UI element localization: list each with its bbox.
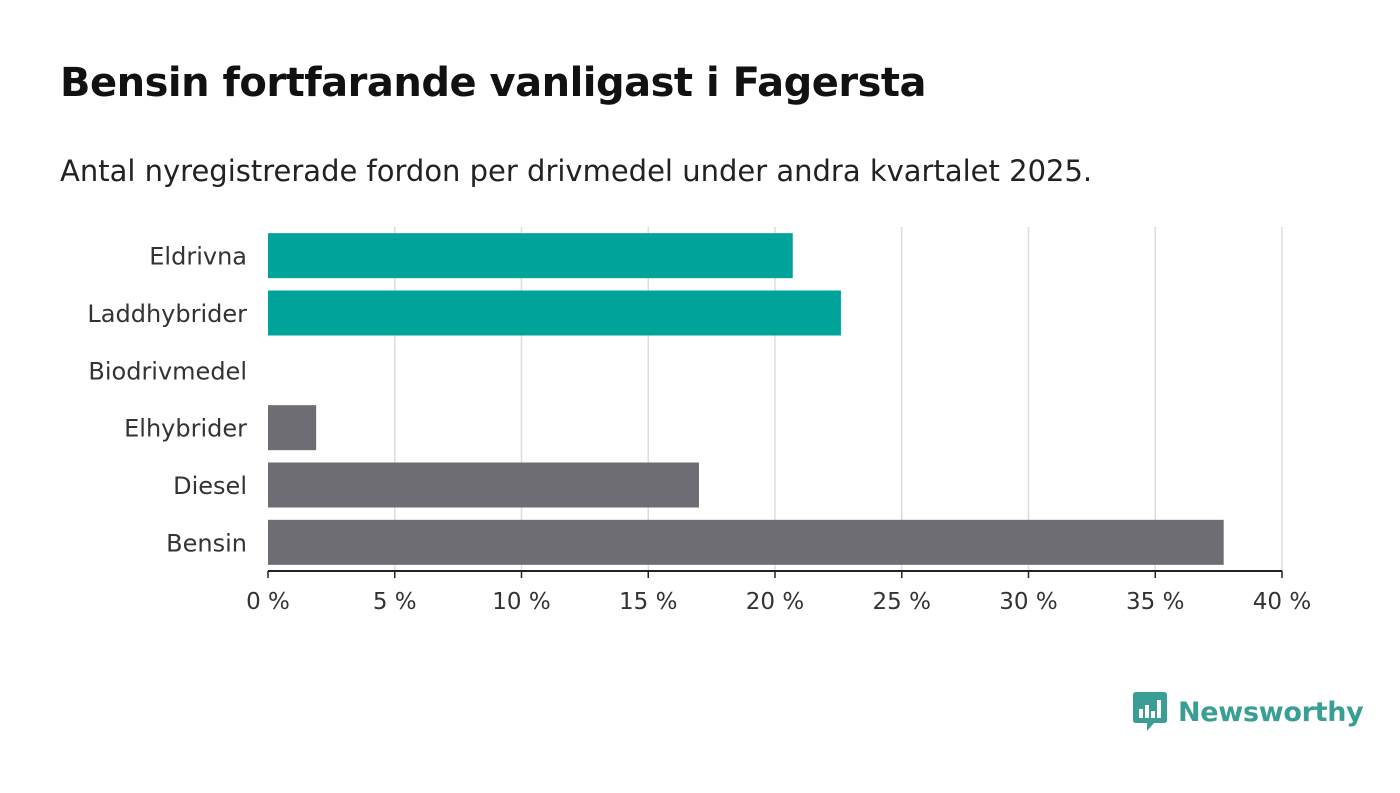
category-label: Laddhybrider bbox=[87, 300, 247, 328]
bar-diesel bbox=[268, 462, 699, 508]
x-tick-label: 35 % bbox=[1126, 589, 1184, 615]
x-tick-label: 15 % bbox=[619, 589, 677, 615]
category-label: Bensin bbox=[166, 529, 247, 557]
category-labels: Eldrivna Laddhybrider Biodrivmedel Elhybrid… bbox=[87, 243, 247, 558]
category-label: Eldrivna bbox=[149, 243, 247, 271]
category-label: Diesel bbox=[173, 472, 247, 500]
bar-eldrivna bbox=[268, 233, 793, 279]
x-tick-label: 20 % bbox=[746, 589, 804, 615]
bars bbox=[268, 233, 1224, 565]
x-tick-label: 10 % bbox=[492, 589, 550, 615]
x-tick-label: 30 % bbox=[999, 589, 1057, 615]
x-tick-label: 0 % bbox=[246, 589, 290, 615]
x-axis-ticks: 0 % 5 % 10 % 15 % 20 % 25 % 30 % 35 % 40 % bbox=[246, 571, 1311, 615]
chart-subtitle: Antal nyregistrerade fordon per drivmede… bbox=[60, 154, 1093, 188]
category-label: Biodrivmedel bbox=[88, 357, 247, 385]
bar-laddhybrider bbox=[268, 290, 841, 336]
bar-bensin bbox=[268, 519, 1224, 565]
bar-elhybrider bbox=[268, 405, 317, 451]
x-tick-label: 25 % bbox=[873, 589, 931, 615]
newsworthy-bubble-icon bbox=[1133, 692, 1167, 731]
chart-title: Bensin fortfarande vanligast i Fagersta bbox=[60, 60, 927, 106]
category-label: Elhybrider bbox=[124, 415, 247, 443]
x-tick-label: 5 % bbox=[373, 589, 417, 615]
newsworthy-logo: Newsworthy bbox=[1133, 692, 1364, 732]
x-tick-label: 40 % bbox=[1253, 589, 1311, 615]
gridlines bbox=[394, 227, 1283, 571]
brand-name: Newsworthy bbox=[1178, 696, 1364, 728]
